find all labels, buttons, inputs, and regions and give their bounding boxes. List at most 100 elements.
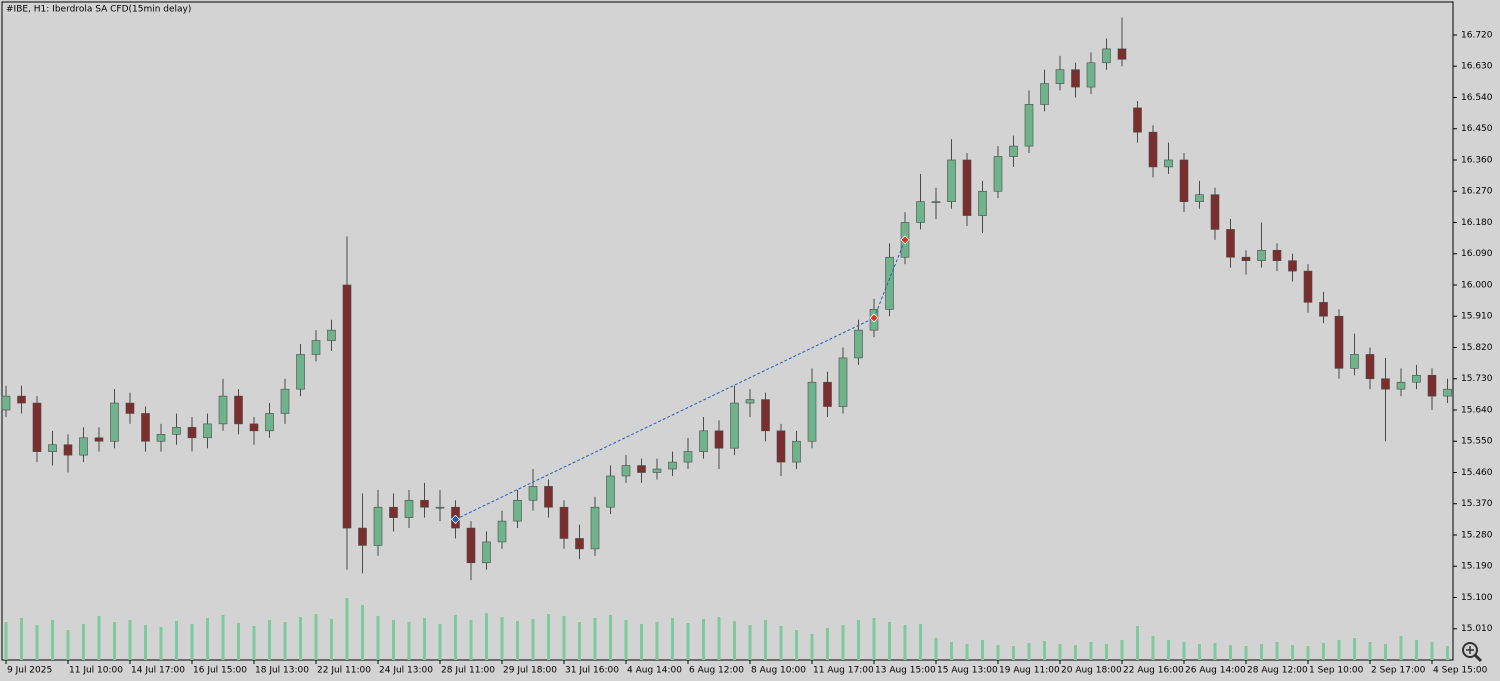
- chart-title: #IBE, H1: Iberdrola SA CFD(15min delay): [6, 5, 191, 15]
- candle-body: [1443, 388, 1452, 397]
- candle-body: [683, 451, 693, 463]
- volume-bar: [795, 630, 798, 660]
- volume-bar: [175, 621, 178, 660]
- volume-bar: [113, 622, 116, 660]
- candle-body: [993, 156, 1003, 192]
- volume-bar: [578, 622, 581, 660]
- x-tick-label: 9 Jul 2025: [7, 666, 52, 676]
- candle-body: [311, 340, 321, 355]
- volume-bar: [299, 617, 302, 660]
- volume-bar: [392, 620, 395, 660]
- candle-body: [32, 402, 42, 452]
- volume-bar: [562, 616, 566, 660]
- volume-bar: [996, 645, 1000, 660]
- volume-bar: [1213, 643, 1217, 660]
- volume-bar: [1337, 640, 1341, 660]
- candle-body: [234, 395, 243, 425]
- candle-body: [745, 399, 755, 404]
- candle-body: [1164, 159, 1173, 168]
- candle-body: [807, 381, 817, 442]
- volume-bar: [1027, 643, 1031, 660]
- y-tick-label: 15.460: [1461, 468, 1493, 478]
- candle-body: [156, 434, 166, 442]
- candle-body: [1179, 159, 1189, 202]
- candle-body: [1412, 374, 1421, 383]
- volume-bar: [516, 621, 519, 660]
- y-tick-label: 15.820: [1461, 343, 1493, 353]
- candle-body: [79, 437, 88, 456]
- candle-body: [1272, 249, 1282, 261]
- volume-bar: [841, 625, 845, 660]
- candle-body: [606, 475, 615, 508]
- candle-body: [327, 329, 336, 341]
- volume-bar: [655, 622, 659, 660]
- candle-body: [1319, 302, 1328, 317]
- candle-body: [1288, 260, 1297, 272]
- y-tick-label: 15.010: [1461, 624, 1493, 634]
- candle-body: [1024, 104, 1034, 147]
- candle-body: [466, 527, 476, 564]
- candle-body: [823, 381, 832, 407]
- x-tick-label: 11 Jul 10:00: [69, 666, 123, 676]
- volume-bar: [1260, 644, 1263, 660]
- volume-bar: [144, 625, 147, 660]
- volume-bar: [1399, 636, 1403, 660]
- candle-body: [497, 520, 507, 543]
- volume-bar: [1244, 646, 1248, 660]
- y-tick-label: 16.360: [1461, 155, 1493, 165]
- x-tick-label: 13 Aug 15:00: [875, 666, 936, 676]
- volume-bar: [314, 614, 318, 660]
- candle-body: [962, 159, 972, 216]
- x-tick-label: 4 Aug 14:00: [627, 666, 682, 676]
- volume-bar: [1136, 626, 1139, 660]
- plot-frame: [1, 1, 1454, 661]
- volume-bar: [1306, 646, 1310, 660]
- volume-bar: [237, 623, 240, 660]
- volume-bar: [624, 620, 628, 660]
- volume-bar: [640, 624, 643, 660]
- volume-bar: [903, 625, 907, 660]
- volume-bar: [376, 616, 380, 660]
- volume-bar: [671, 618, 674, 660]
- candle-body: [1365, 354, 1375, 380]
- volume-bar: [1322, 643, 1325, 660]
- y-tick-label: 16.720: [1461, 30, 1493, 40]
- candle-body: [885, 256, 894, 310]
- candle-body: [141, 413, 150, 442]
- volume-bar: [407, 622, 411, 660]
- volume-bar: [190, 624, 194, 660]
- y-tick-label: 16.540: [1461, 93, 1493, 103]
- candle-body: [420, 499, 429, 508]
- volume-bar: [888, 622, 891, 660]
- volume-bar: [609, 615, 612, 660]
- candle-body: [110, 402, 119, 442]
- volume-bar: [485, 613, 488, 660]
- candle-body: [1257, 249, 1266, 261]
- volume-bar: [1291, 645, 1294, 660]
- volume-bar: [779, 626, 783, 660]
- candle-body: [17, 395, 26, 404]
- candle-body: [203, 423, 212, 439]
- candle-body: [187, 427, 197, 439]
- candle-body: [1241, 256, 1251, 261]
- candle-body: [776, 430, 786, 463]
- x-tick-label: 19 Aug 11:00: [999, 666, 1060, 676]
- candle-body: [544, 486, 553, 508]
- volume-bar: [1058, 644, 1062, 660]
- candle-body: [435, 506, 445, 509]
- volume-bar: [438, 624, 442, 660]
- candle-body: [218, 395, 228, 425]
- volume-bar: [1415, 640, 1418, 660]
- zoom-icon[interactable]: [1462, 642, 1483, 663]
- candle-body: [48, 444, 57, 452]
- x-tick-label: 2 Sep 17:00: [1371, 666, 1426, 676]
- candle-body: [528, 486, 538, 501]
- candle-body: [373, 506, 383, 546]
- volume-bar: [252, 626, 256, 660]
- candle-body: [730, 402, 739, 449]
- volume-bar: [1182, 642, 1186, 660]
- volume-bar: [82, 624, 85, 660]
- volume-bar: [345, 598, 349, 660]
- volume-bar: [872, 618, 876, 660]
